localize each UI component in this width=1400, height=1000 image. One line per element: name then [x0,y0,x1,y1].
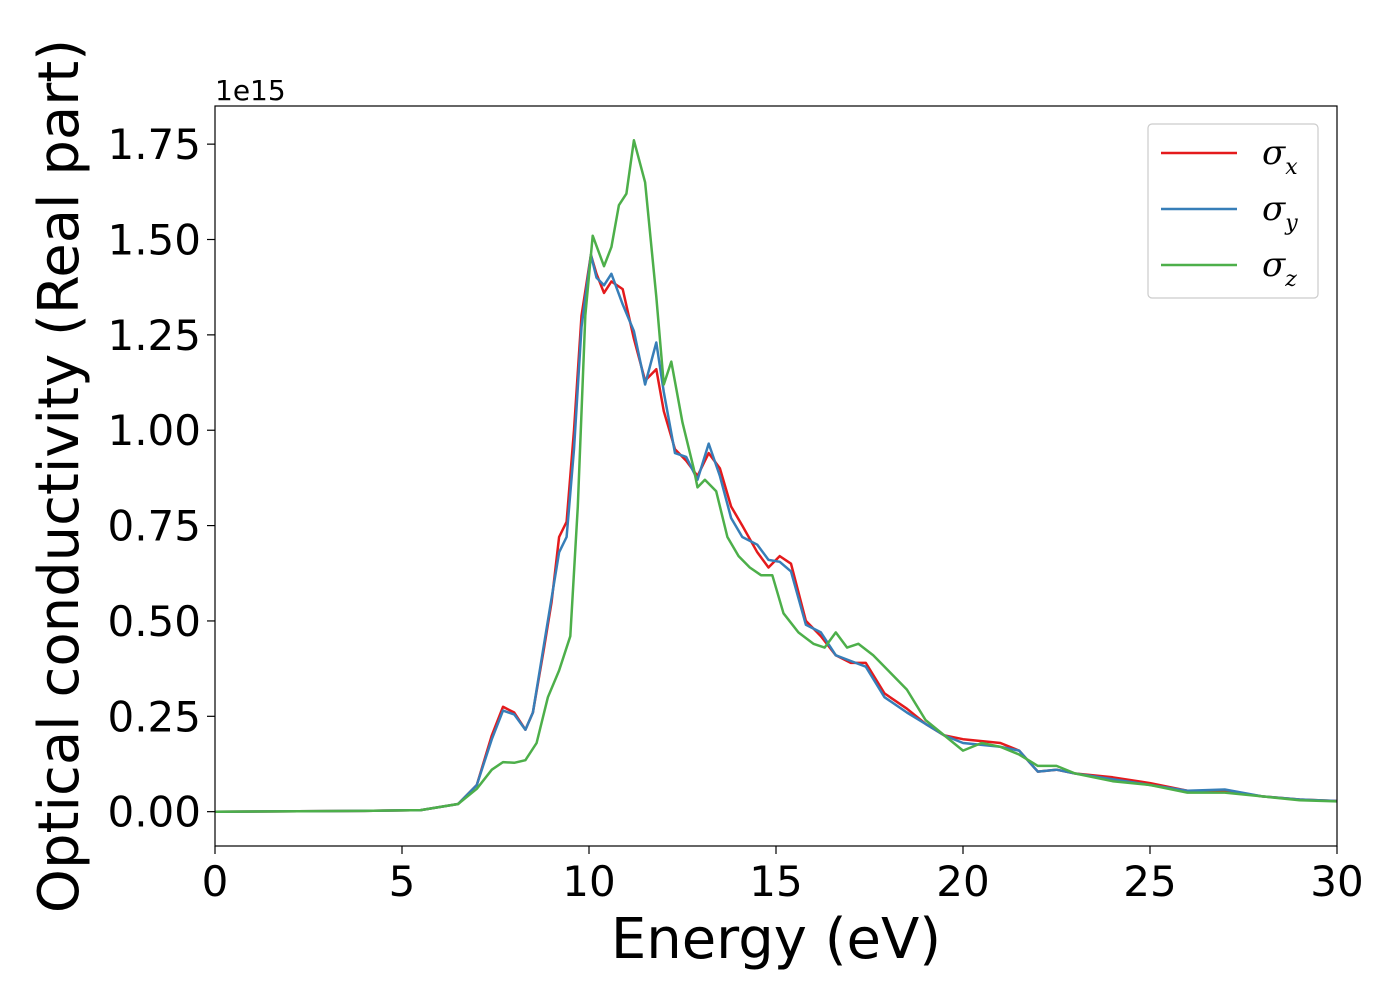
x-axis-title: Energy (eV) [611,907,941,972]
y-axis-title: Optical conductivity (Real part) [27,39,92,913]
series-layer [215,139,1337,813]
y-tick-label: 1.75 [107,120,201,169]
x-tick-label: 25 [1123,857,1176,906]
y-tick-label: 0.50 [107,597,201,646]
x-tick-label: 15 [749,857,802,906]
legend-label-y: σy [1262,189,1298,236]
y-offset-label: 1e15 [215,74,286,107]
legend-box [1147,123,1319,299]
x-axis-ticks: 0 5 10 15 20 25 30 [202,846,1364,906]
y-tick-label: 0.00 [107,788,201,837]
x-tick-label: 10 [562,857,615,906]
y-axis-ticks: 0.00 0.25 0.50 0.75 1.00 1.25 1.50 1.75 [107,120,215,837]
x-tick-label: 30 [1310,857,1363,906]
x-tick-label: 5 [389,857,416,906]
x-tick-label: 20 [936,857,989,906]
x-tick-label: 0 [202,857,229,906]
y-tick-label: 0.25 [107,692,201,741]
legend-label-x: σx [1262,133,1298,180]
series-line-z [215,139,1337,813]
legend-label-z: σz [1262,245,1297,292]
y-tick-label: 1.25 [107,311,201,360]
y-tick-label: 0.75 [107,502,201,551]
y-tick-label: 1.00 [107,406,201,455]
legend: σx σy σz [1147,123,1319,299]
y-tick-label: 1.50 [107,216,201,265]
